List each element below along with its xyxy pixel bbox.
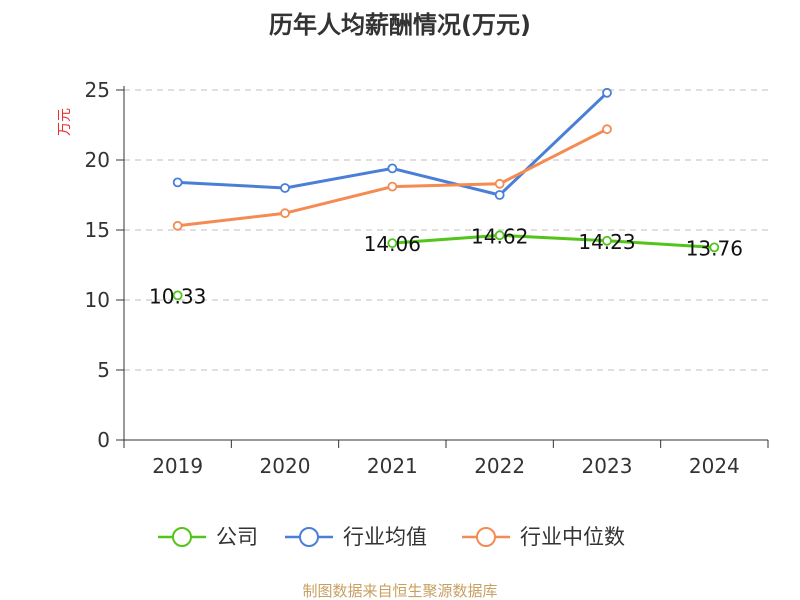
data-label: 14.23 bbox=[578, 230, 635, 254]
data-point[interactable] bbox=[494, 178, 505, 189]
axes bbox=[116, 86, 769, 448]
data-point[interactable] bbox=[280, 183, 290, 193]
legend-item-1[interactable]: 行业均值 bbox=[285, 525, 427, 549]
y-tick-label: 15 bbox=[85, 218, 110, 242]
legend-label: 行业中位数 bbox=[520, 525, 625, 549]
y-tick-labels: 0 5 10 15 20 25 bbox=[85, 78, 110, 452]
y-tick-label: 25 bbox=[85, 78, 110, 102]
data-point[interactable] bbox=[602, 235, 612, 246]
legend[interactable]: 公司 行业均值 行业中位数 bbox=[158, 525, 625, 549]
x-tick-label: 2020 bbox=[260, 454, 311, 478]
data-point[interactable] bbox=[387, 163, 398, 174]
x-tick-labels: 2019 2020 2021 2022 2023 2024 bbox=[152, 454, 740, 478]
legend-item-0[interactable]: 公司 bbox=[158, 525, 258, 549]
x-tick-label: 2024 bbox=[689, 454, 740, 478]
data-point[interactable] bbox=[172, 177, 183, 188]
data-point[interactable] bbox=[494, 230, 505, 241]
data-point[interactable] bbox=[494, 190, 505, 200]
x-tick-label: 2023 bbox=[582, 454, 633, 478]
data-point[interactable] bbox=[172, 220, 183, 231]
y-tick-label: 5 bbox=[97, 358, 110, 382]
legend-marker bbox=[172, 527, 192, 547]
data-label: 14.62 bbox=[471, 224, 528, 248]
y-axis-label: 万元 bbox=[57, 108, 73, 136]
legend-item-2[interactable]: 行业中位数 bbox=[462, 525, 625, 549]
data-point[interactable] bbox=[172, 290, 183, 301]
data-point[interactable] bbox=[280, 208, 290, 219]
data-label: 14.06 bbox=[364, 232, 421, 256]
source-note: 制图数据来自恒生聚源数据库 bbox=[302, 582, 497, 600]
series-2 bbox=[172, 124, 612, 231]
series-0 bbox=[172, 230, 720, 301]
chart-title: 历年人均薪酬情况(万元) bbox=[269, 11, 531, 39]
x-tick-label: 2022 bbox=[474, 454, 525, 478]
y-tick-label: 0 bbox=[97, 428, 110, 452]
data-labels: 10.33 14.06 14.62 14.23 13.76 bbox=[149, 224, 743, 308]
data-label: 10.33 bbox=[149, 284, 206, 308]
x-tick-label: 2019 bbox=[152, 454, 203, 478]
data-point[interactable] bbox=[387, 181, 398, 192]
series-line bbox=[177, 127, 608, 228]
data-label: 13.76 bbox=[686, 236, 743, 260]
data-point[interactable] bbox=[602, 87, 612, 98]
x-tick-label: 2021 bbox=[367, 454, 418, 478]
y-tick-label: 20 bbox=[85, 148, 110, 172]
grid-lines bbox=[124, 89, 768, 371]
legend-label: 公司 bbox=[216, 525, 258, 549]
legend-marker bbox=[476, 527, 496, 547]
series-line bbox=[392, 233, 715, 249]
data-point[interactable] bbox=[602, 124, 612, 135]
legend-label: 行业均值 bbox=[343, 525, 427, 549]
series-1 bbox=[172, 87, 612, 200]
y-tick-label: 10 bbox=[85, 288, 110, 312]
data-point[interactable] bbox=[387, 238, 398, 249]
legend-marker bbox=[299, 527, 319, 547]
series-line bbox=[177, 91, 609, 197]
series-lines bbox=[172, 87, 720, 301]
data-point[interactable] bbox=[709, 242, 720, 253]
